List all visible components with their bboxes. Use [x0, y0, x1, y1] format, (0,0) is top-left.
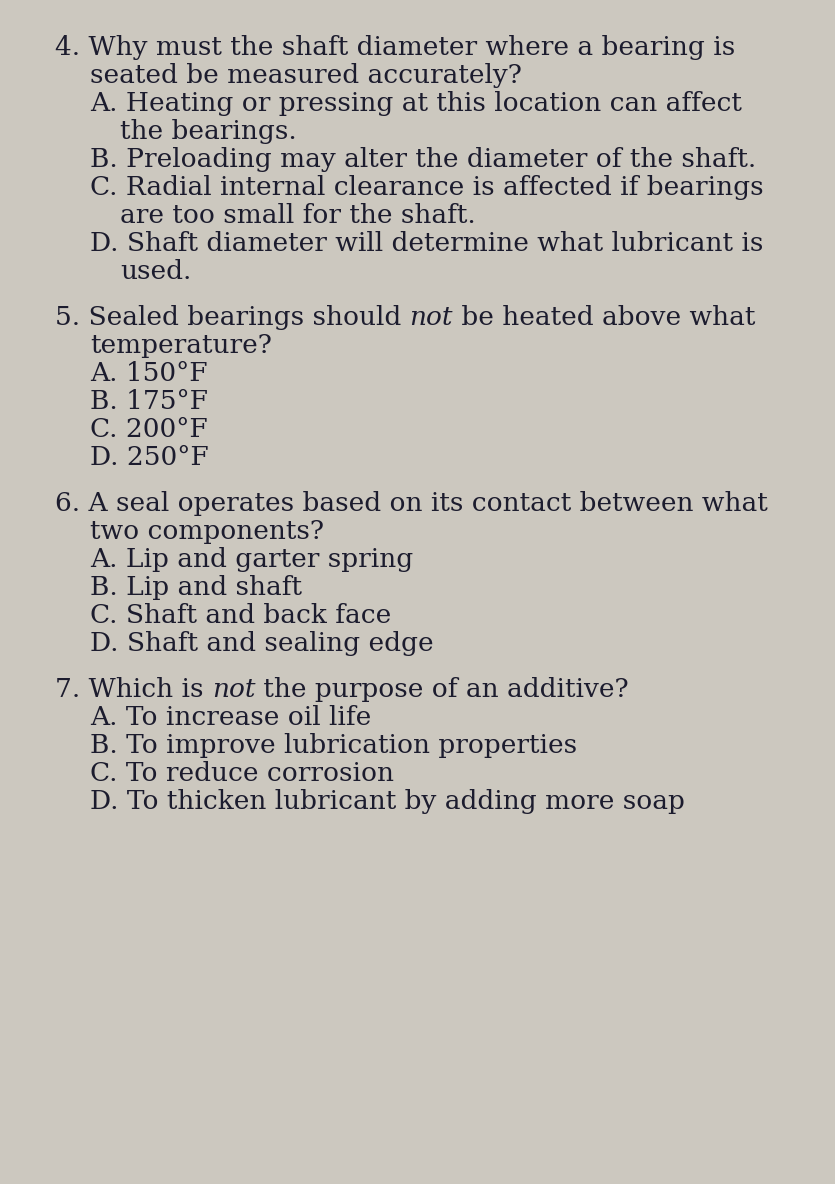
Text: B. Lip and shaft: B. Lip and shaft	[90, 575, 302, 600]
Text: 6. A seal operates based on its contact between what: 6. A seal operates based on its contact …	[55, 491, 767, 516]
Text: seated be measured accurately?: seated be measured accurately?	[90, 63, 522, 88]
Text: C. Shaft and back face: C. Shaft and back face	[90, 603, 392, 628]
Text: not: not	[410, 305, 453, 330]
Text: B. 175°F: B. 175°F	[90, 390, 208, 414]
Text: 5. Sealed bearings should: 5. Sealed bearings should	[55, 305, 410, 330]
Text: C. Radial internal clearance is affected if bearings: C. Radial internal clearance is affected…	[90, 175, 764, 200]
Text: not: not	[212, 677, 256, 702]
Text: A. Heating or pressing at this location can affect: A. Heating or pressing at this location …	[90, 91, 741, 116]
Text: used.: used.	[120, 259, 191, 284]
Text: A. To increase oil life: A. To increase oil life	[90, 704, 372, 731]
Text: temperature?: temperature?	[90, 333, 272, 358]
Text: D. Shaft and sealing edge: D. Shaft and sealing edge	[90, 631, 433, 656]
Text: the purpose of an additive?: the purpose of an additive?	[256, 677, 629, 702]
Text: B. Preloading may alter the diameter of the shaft.: B. Preloading may alter the diameter of …	[90, 147, 757, 172]
Text: 4. Why must the shaft diameter where a bearing is: 4. Why must the shaft diameter where a b…	[55, 36, 736, 60]
Text: the bearings.: the bearings.	[120, 120, 296, 144]
Text: 7. Which is: 7. Which is	[55, 677, 212, 702]
Text: two components?: two components?	[90, 519, 324, 543]
Text: C. To reduce corrosion: C. To reduce corrosion	[90, 761, 394, 786]
Text: B. To improve lubrication properties: B. To improve lubrication properties	[90, 733, 577, 758]
Text: A. 150°F: A. 150°F	[90, 361, 208, 386]
Text: D. 250°F: D. 250°F	[90, 445, 209, 470]
Text: D. Shaft diameter will determine what lubricant is: D. Shaft diameter will determine what lu…	[90, 231, 763, 256]
Text: are too small for the shaft.: are too small for the shaft.	[120, 202, 476, 229]
Text: C. 200°F: C. 200°F	[90, 417, 208, 442]
Text: A. Lip and garter spring: A. Lip and garter spring	[90, 547, 413, 572]
Text: be heated above what: be heated above what	[453, 305, 756, 330]
Text: D. To thicken lubricant by adding more soap: D. To thicken lubricant by adding more s…	[90, 789, 685, 815]
